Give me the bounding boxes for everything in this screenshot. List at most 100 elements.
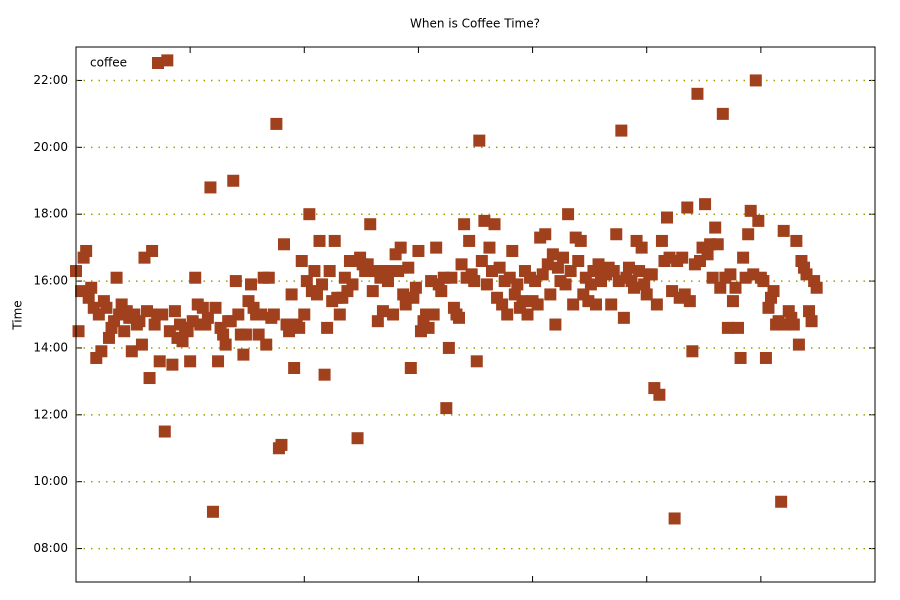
point xyxy=(371,315,384,328)
point xyxy=(714,281,727,294)
point xyxy=(303,208,316,221)
point xyxy=(488,218,501,231)
point xyxy=(333,308,346,321)
point xyxy=(168,305,181,318)
point xyxy=(638,278,651,291)
point xyxy=(387,308,400,321)
point xyxy=(483,241,496,254)
y-tick-label: 14:00 xyxy=(33,340,68,354)
point xyxy=(546,248,559,261)
point xyxy=(409,281,422,294)
chart-title: When is Coffee Time? xyxy=(410,17,540,31)
point xyxy=(166,358,179,371)
point xyxy=(628,281,641,294)
plot-frame xyxy=(75,46,876,583)
point xyxy=(267,308,280,321)
point xyxy=(310,288,323,301)
point xyxy=(468,275,481,288)
point xyxy=(742,228,755,241)
point xyxy=(445,271,458,284)
y-tick-label: 08:00 xyxy=(33,541,68,555)
point xyxy=(661,211,674,224)
point xyxy=(196,301,209,314)
point xyxy=(141,305,154,318)
point xyxy=(181,325,194,338)
point xyxy=(493,261,506,274)
point xyxy=(668,512,681,525)
point xyxy=(422,321,435,334)
point xyxy=(442,341,455,354)
point xyxy=(810,281,823,294)
point xyxy=(229,275,242,288)
point xyxy=(404,362,417,374)
point xyxy=(376,305,389,318)
point xyxy=(531,298,544,311)
y-tick-label: 10:00 xyxy=(33,474,68,488)
point xyxy=(189,271,202,284)
point xyxy=(102,331,115,344)
point xyxy=(146,244,159,257)
point xyxy=(759,351,772,364)
point xyxy=(237,348,250,361)
point xyxy=(686,345,699,358)
point xyxy=(206,505,219,518)
point xyxy=(752,214,765,227)
point xyxy=(622,261,635,274)
point xyxy=(217,328,230,341)
point xyxy=(209,301,222,314)
point xyxy=(135,338,148,351)
point xyxy=(655,234,668,247)
point xyxy=(80,244,93,257)
point xyxy=(239,328,252,341)
point xyxy=(82,291,95,304)
point xyxy=(300,275,313,288)
point xyxy=(480,278,493,291)
point xyxy=(539,228,552,241)
y-axis-label: Time xyxy=(11,300,25,330)
point xyxy=(125,345,138,358)
point xyxy=(110,271,123,284)
point xyxy=(683,295,696,308)
point xyxy=(496,298,509,311)
point xyxy=(247,301,260,314)
point xyxy=(435,285,448,298)
point xyxy=(402,261,415,274)
point xyxy=(455,258,468,271)
point xyxy=(118,325,131,338)
point xyxy=(706,271,719,284)
point xyxy=(544,288,557,301)
point xyxy=(285,288,298,301)
point xyxy=(572,255,585,267)
point xyxy=(757,275,770,288)
point xyxy=(605,298,618,311)
point xyxy=(775,495,788,508)
point xyxy=(790,234,803,247)
point xyxy=(201,311,214,324)
point xyxy=(709,221,722,234)
point xyxy=(473,134,486,147)
point xyxy=(516,295,529,308)
point xyxy=(440,402,453,415)
point xyxy=(549,318,562,331)
point xyxy=(470,355,483,368)
point xyxy=(511,278,524,291)
point xyxy=(762,301,775,314)
point xyxy=(589,298,602,311)
point xyxy=(551,261,564,274)
point xyxy=(184,355,197,368)
point xyxy=(564,265,577,278)
point xyxy=(148,318,161,331)
y-tick-label: 18:00 xyxy=(33,207,68,221)
point xyxy=(392,265,405,278)
point xyxy=(219,338,232,351)
point xyxy=(430,241,443,254)
point xyxy=(726,295,739,308)
point xyxy=(158,425,171,438)
point xyxy=(133,315,146,328)
y-tick-label: 20:00 xyxy=(33,140,68,154)
point xyxy=(721,321,734,334)
point xyxy=(321,321,334,334)
point xyxy=(72,325,85,338)
point xyxy=(574,234,587,247)
